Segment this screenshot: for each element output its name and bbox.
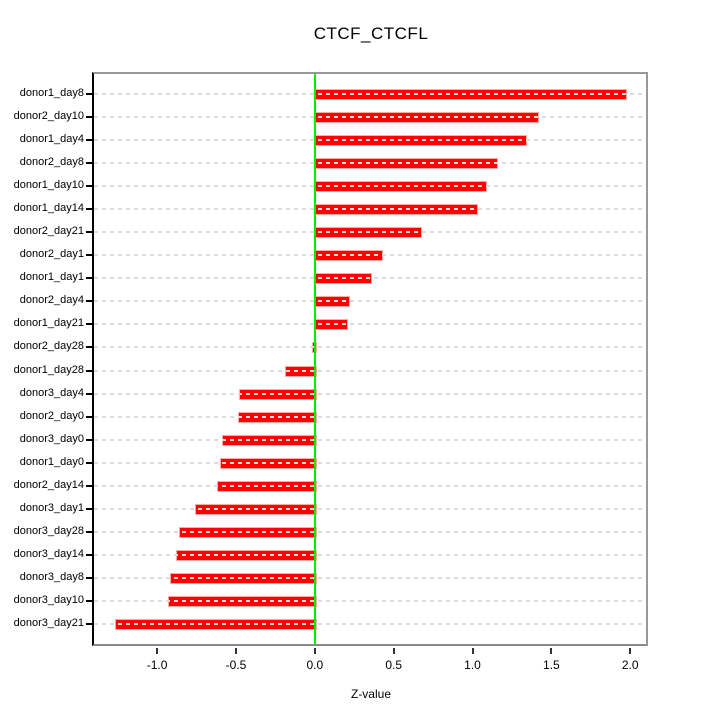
x-tick-label: 1.5 bbox=[543, 658, 560, 672]
gridline bbox=[94, 415, 646, 418]
plot-area bbox=[92, 72, 648, 646]
gridline bbox=[94, 208, 646, 211]
y-axis-label: donor1_day28 bbox=[13, 363, 84, 376]
y-tick bbox=[86, 507, 92, 510]
y-tick bbox=[86, 277, 92, 280]
y-axis-label: donor2_day14 bbox=[13, 478, 84, 491]
y-axis-label: donor3_day1 bbox=[19, 501, 84, 514]
y-tick bbox=[86, 185, 92, 188]
y-tick bbox=[86, 254, 92, 257]
y-tick bbox=[86, 530, 92, 533]
y-tick bbox=[86, 623, 92, 625]
y-axis-label: donor1_day4 bbox=[19, 133, 84, 146]
x-tick bbox=[234, 648, 237, 654]
y-tick bbox=[86, 300, 92, 303]
y-tick bbox=[86, 392, 92, 395]
gridline bbox=[94, 254, 646, 257]
gridline bbox=[94, 553, 646, 556]
y-axis-label: donor2_day10 bbox=[13, 110, 84, 123]
zero-line bbox=[313, 74, 316, 644]
gridline bbox=[94, 139, 646, 142]
y-axis-label: donor3_day8 bbox=[19, 570, 84, 583]
y-axis-label: donor3_day10 bbox=[13, 593, 84, 606]
gridline bbox=[94, 623, 646, 625]
y-axis-label: donor2_day28 bbox=[13, 340, 84, 353]
y-axis-label: donor2_day0 bbox=[19, 409, 84, 422]
y-axis-label: donor1_day14 bbox=[13, 202, 84, 215]
gridline bbox=[94, 507, 646, 510]
gridline bbox=[94, 162, 646, 165]
chart-title: CTCF_CTCFL bbox=[313, 24, 429, 43]
y-tick bbox=[86, 116, 92, 119]
x-tick-label: 1.0 bbox=[464, 658, 481, 672]
y-tick bbox=[86, 484, 92, 487]
gridline bbox=[94, 323, 646, 326]
y-tick bbox=[86, 323, 92, 326]
y-axis-label: donor1_day21 bbox=[13, 317, 84, 330]
y-axis-label: donor3_day21 bbox=[13, 617, 84, 629]
y-axis-label: donor2_day21 bbox=[13, 225, 84, 238]
y-tick bbox=[86, 162, 92, 165]
gridline bbox=[94, 484, 646, 487]
gridline bbox=[94, 116, 646, 119]
y-tick bbox=[86, 461, 92, 464]
y-axis-label: donor3_day14 bbox=[13, 547, 84, 560]
y-axis-label: donor2_day1 bbox=[19, 248, 84, 261]
x-tick bbox=[471, 648, 474, 654]
x-tick bbox=[313, 648, 316, 654]
y-axis-label: donor3_day0 bbox=[19, 432, 84, 445]
gridline bbox=[94, 461, 646, 464]
y-axis-label: donor1_day10 bbox=[13, 179, 84, 192]
y-tick bbox=[86, 599, 92, 602]
y-axis-label: donor3_day28 bbox=[13, 524, 84, 537]
x-tick bbox=[550, 648, 553, 654]
gridline bbox=[94, 599, 646, 602]
x-tick-label: 0.0 bbox=[306, 658, 324, 672]
x-tick bbox=[156, 648, 159, 654]
x-tick-label: 0.5 bbox=[385, 658, 402, 672]
x-tick bbox=[392, 648, 395, 654]
y-axis-label: donor1_day8 bbox=[19, 87, 84, 99]
gridline bbox=[94, 438, 646, 441]
y-tick bbox=[86, 553, 92, 556]
y-tick bbox=[86, 231, 92, 234]
x-axis-title: Z-value bbox=[350, 687, 391, 701]
gridline bbox=[94, 392, 646, 395]
gridline bbox=[94, 530, 646, 533]
y-tick bbox=[86, 576, 92, 579]
y-tick bbox=[86, 369, 92, 372]
y-axis-label: donor2_day4 bbox=[19, 294, 84, 307]
gridline bbox=[94, 346, 646, 349]
gridline bbox=[94, 300, 646, 303]
gridline bbox=[94, 277, 646, 280]
gridline bbox=[94, 369, 646, 372]
x-tick bbox=[629, 648, 632, 654]
x-tick-label: -0.5 bbox=[225, 658, 247, 672]
y-tick bbox=[86, 208, 92, 211]
y-tick bbox=[86, 438, 92, 441]
gridline bbox=[94, 576, 646, 579]
x-tick-label: 2.0 bbox=[621, 658, 639, 672]
y-tick bbox=[86, 415, 92, 418]
x-tick-label: -1.0 bbox=[146, 658, 168, 672]
y-axis-label: donor1_day0 bbox=[19, 455, 84, 468]
y-axis-label: donor2_day8 bbox=[19, 156, 84, 169]
gridline bbox=[94, 231, 646, 234]
y-tick bbox=[86, 93, 92, 95]
gridline bbox=[94, 93, 646, 95]
y-axis-label: donor1_day1 bbox=[19, 271, 84, 284]
y-axis-label: donor3_day4 bbox=[19, 386, 84, 399]
y-tick bbox=[86, 139, 92, 142]
y-tick bbox=[86, 346, 92, 349]
gridline bbox=[94, 185, 646, 188]
